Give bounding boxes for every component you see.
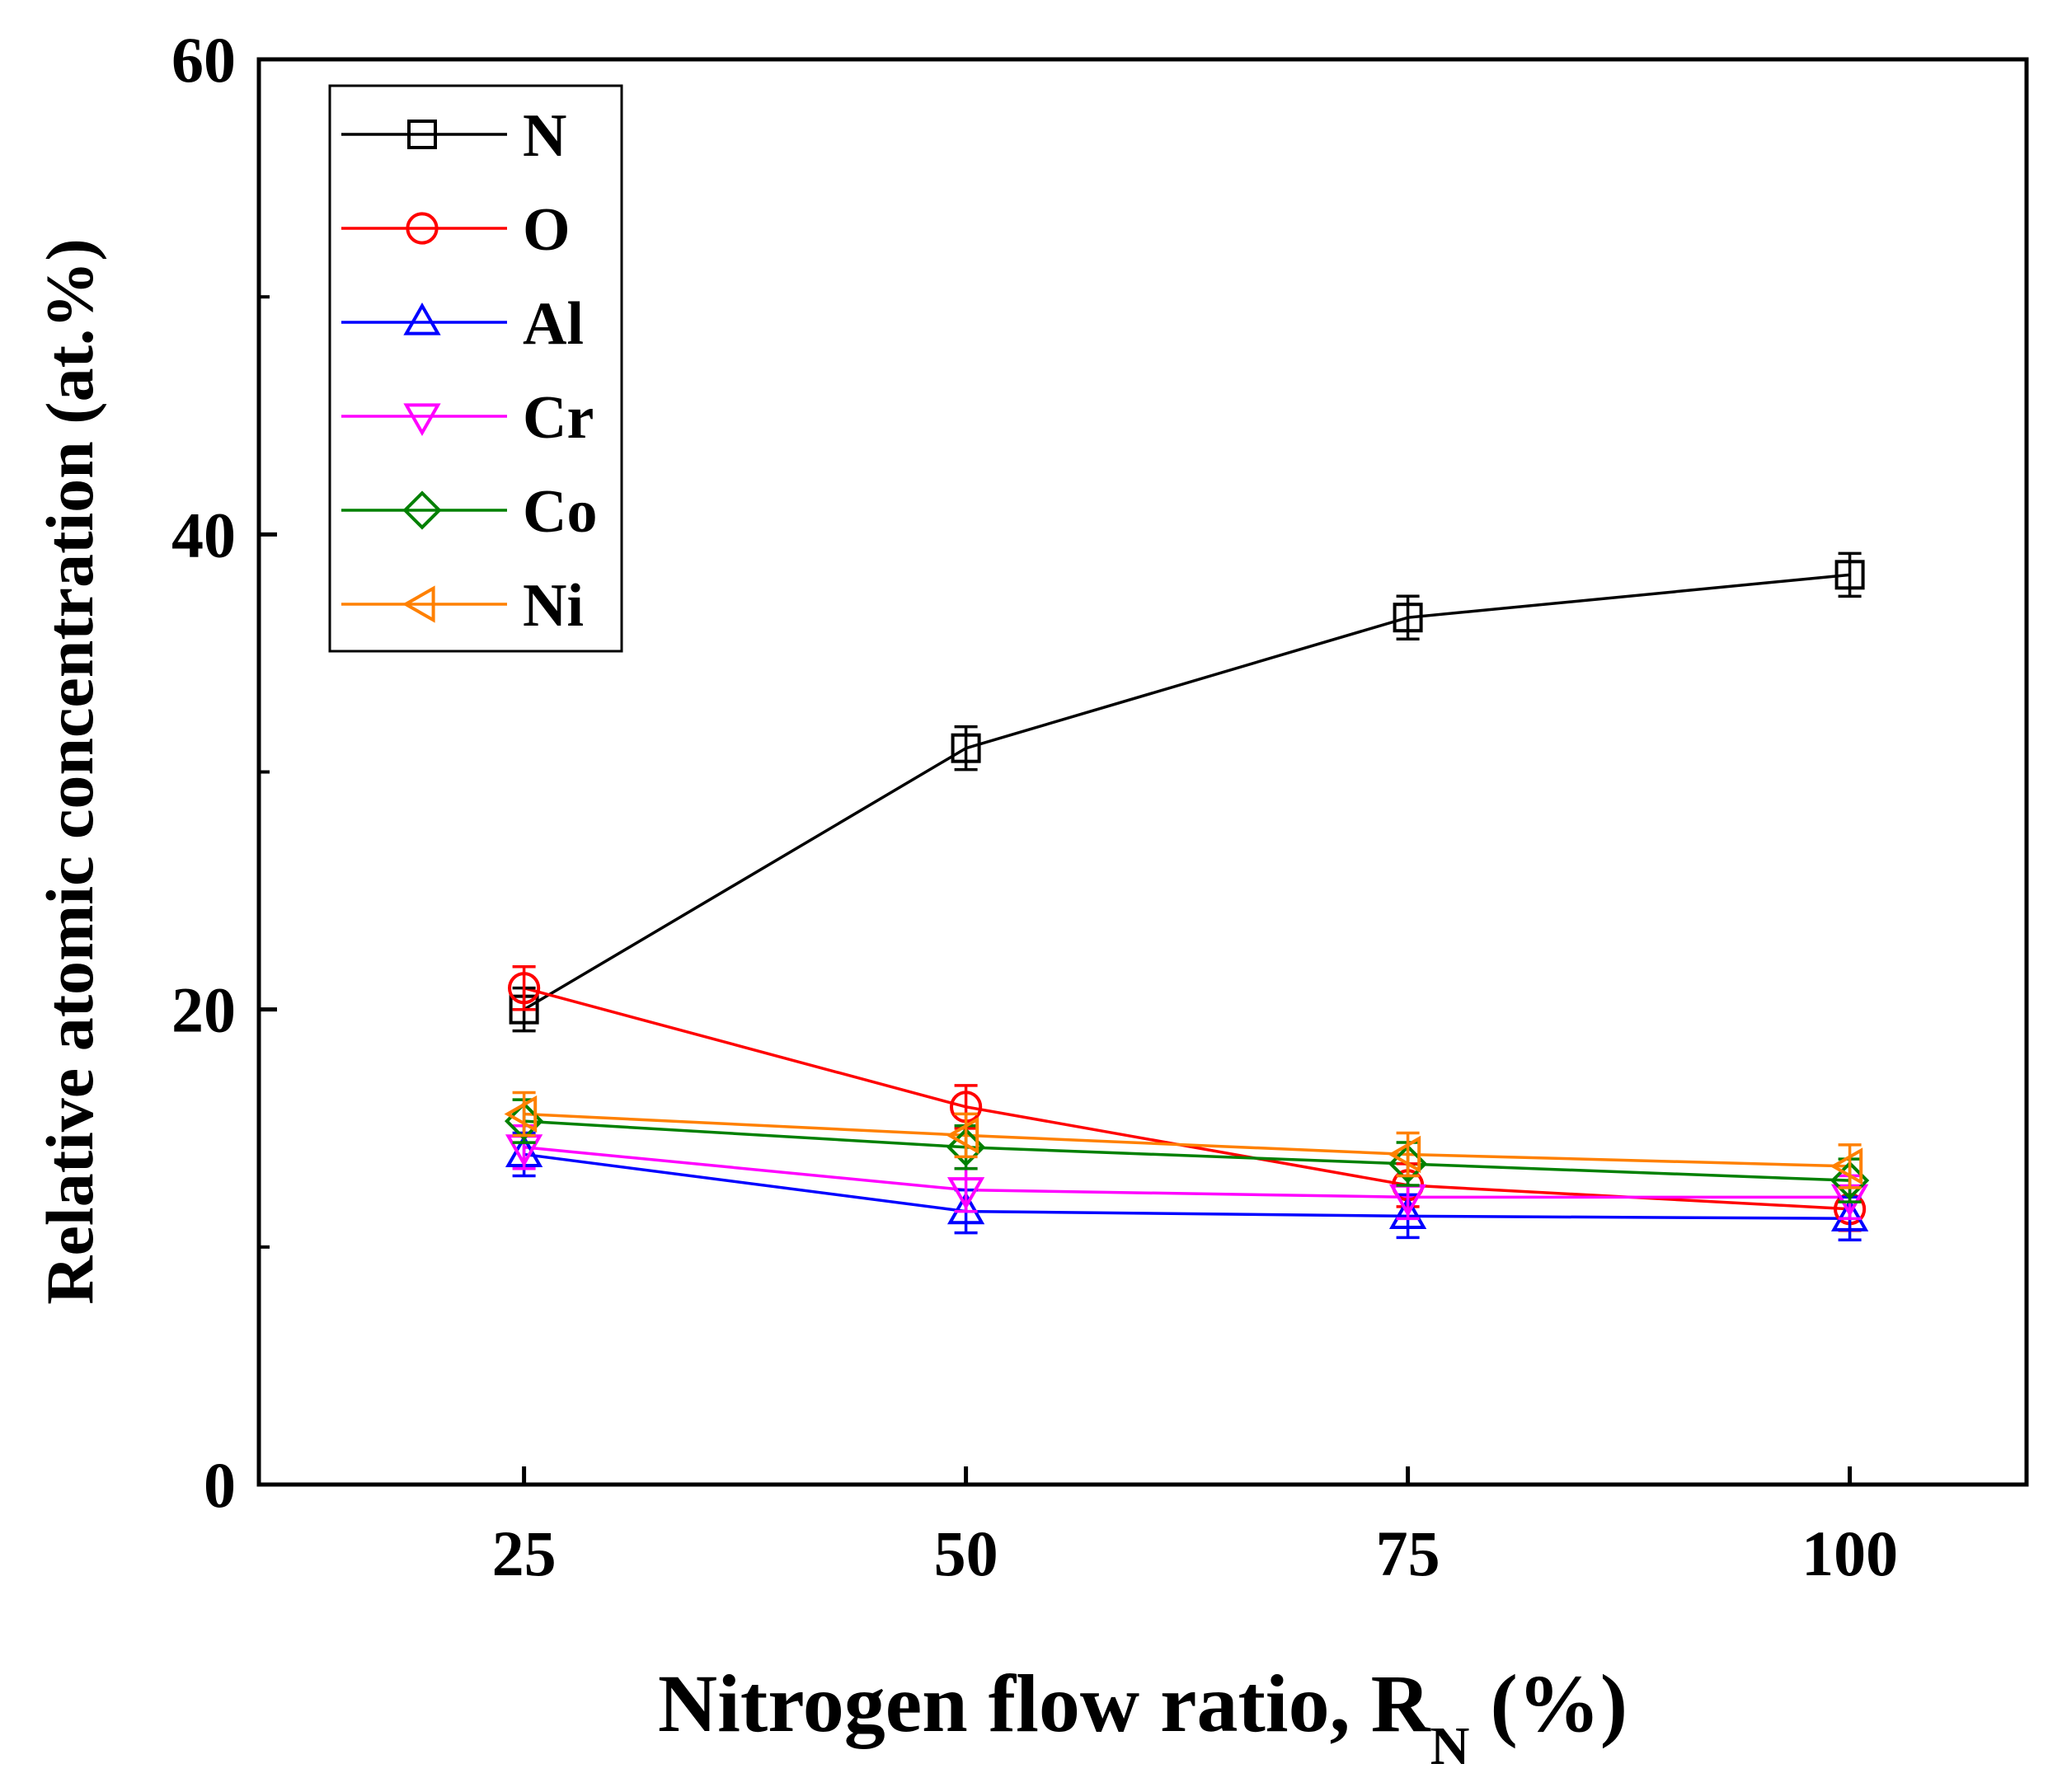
marker-ni-25 — [504, 1095, 538, 1133]
x-axis-title-subscript: N — [1430, 1716, 1470, 1776]
legend-label-ni: Ni — [523, 572, 584, 640]
legend-item-co: Co — [341, 478, 597, 546]
series-layer — [523, 573, 1850, 1221]
legend-label-cr: Cr — [523, 384, 594, 452]
data-point-ni-25 — [504, 1091, 538, 1138]
legend-label-n: N — [523, 102, 566, 170]
series-line-ni — [524, 1112, 1850, 1168]
x-axis-title-main: Nitrogen flow ratio, R — [658, 1658, 1432, 1749]
x-tick-label-50: 50 — [934, 1518, 998, 1589]
legend-label-co: Co — [523, 478, 597, 546]
marker-ni-50 — [946, 1116, 979, 1155]
legend-item-n: N — [341, 102, 566, 170]
y-tick-label-40: 40 — [171, 499, 236, 570]
x-axis-title: Nitrogen flow ratio, RN (%) — [658, 1658, 1628, 1776]
x-tick-label-25: 25 — [492, 1518, 557, 1589]
data-point-n-50 — [951, 725, 981, 772]
series-line-cr — [524, 1146, 1850, 1199]
data-point-ni-50 — [946, 1112, 979, 1159]
legend-marker-al — [403, 302, 441, 335]
legend-item-ni: Ni — [341, 572, 584, 640]
data-point-ni-100 — [1829, 1143, 1863, 1189]
y-tick-label-0: 0 — [204, 1449, 236, 1521]
data-point-cr-50 — [946, 1166, 985, 1213]
legend-marker-ni — [402, 585, 435, 623]
series-line-n — [523, 573, 1850, 1011]
legend-label-o: O — [523, 196, 571, 264]
x-axis-title-suffix: (%) — [1469, 1658, 1628, 1749]
y-tick-label-20: 20 — [171, 974, 236, 1046]
legend-item-al: Al — [341, 290, 584, 358]
marker-n-100 — [1834, 560, 1865, 590]
marker-o-25 — [508, 972, 541, 1005]
axes-ticks: 25 50 75 100 0 20 40 60 — [171, 24, 1898, 1589]
marker-cr-50 — [946, 1177, 985, 1210]
legend-item-o: O — [341, 196, 571, 264]
legend-label-al: Al — [523, 290, 584, 358]
marker-al-100 — [1830, 1199, 1869, 1231]
data-point-n-100 — [1834, 551, 1865, 598]
marker-al-75 — [1388, 1196, 1427, 1229]
legend-marker-n — [407, 120, 437, 149]
marker-n-50 — [951, 733, 981, 763]
marker-n-75 — [1393, 603, 1423, 633]
data-point-al-75 — [1388, 1193, 1427, 1240]
marker-ni-100 — [1829, 1147, 1863, 1185]
series-line-o — [524, 987, 1850, 1211]
legend-marker-co — [402, 490, 442, 530]
legend: NO Al Cr Co Ni — [328, 84, 623, 653]
data-point-n-75 — [1393, 594, 1423, 640]
legend-box — [328, 84, 623, 653]
marker-layer — [504, 551, 1870, 1242]
data-point-ni-75 — [1388, 1131, 1421, 1178]
legend-marker-cr — [403, 403, 441, 437]
marker-ni-75 — [1388, 1135, 1421, 1174]
y-tick-label-60: 60 — [171, 24, 236, 96]
series-line-co — [524, 1119, 1850, 1182]
legend-marker-o — [406, 212, 439, 245]
series-line-al — [524, 1152, 1850, 1221]
marker-al-50 — [946, 1191, 985, 1225]
y-axis-title: Relative atomic concentration (at.%) — [32, 238, 107, 1304]
x-tick-label-100: 100 — [1801, 1518, 1898, 1589]
data-point-o-25 — [508, 964, 541, 1011]
x-tick-label-75: 75 — [1376, 1518, 1440, 1589]
legend-item-cr: Cr — [341, 384, 594, 452]
